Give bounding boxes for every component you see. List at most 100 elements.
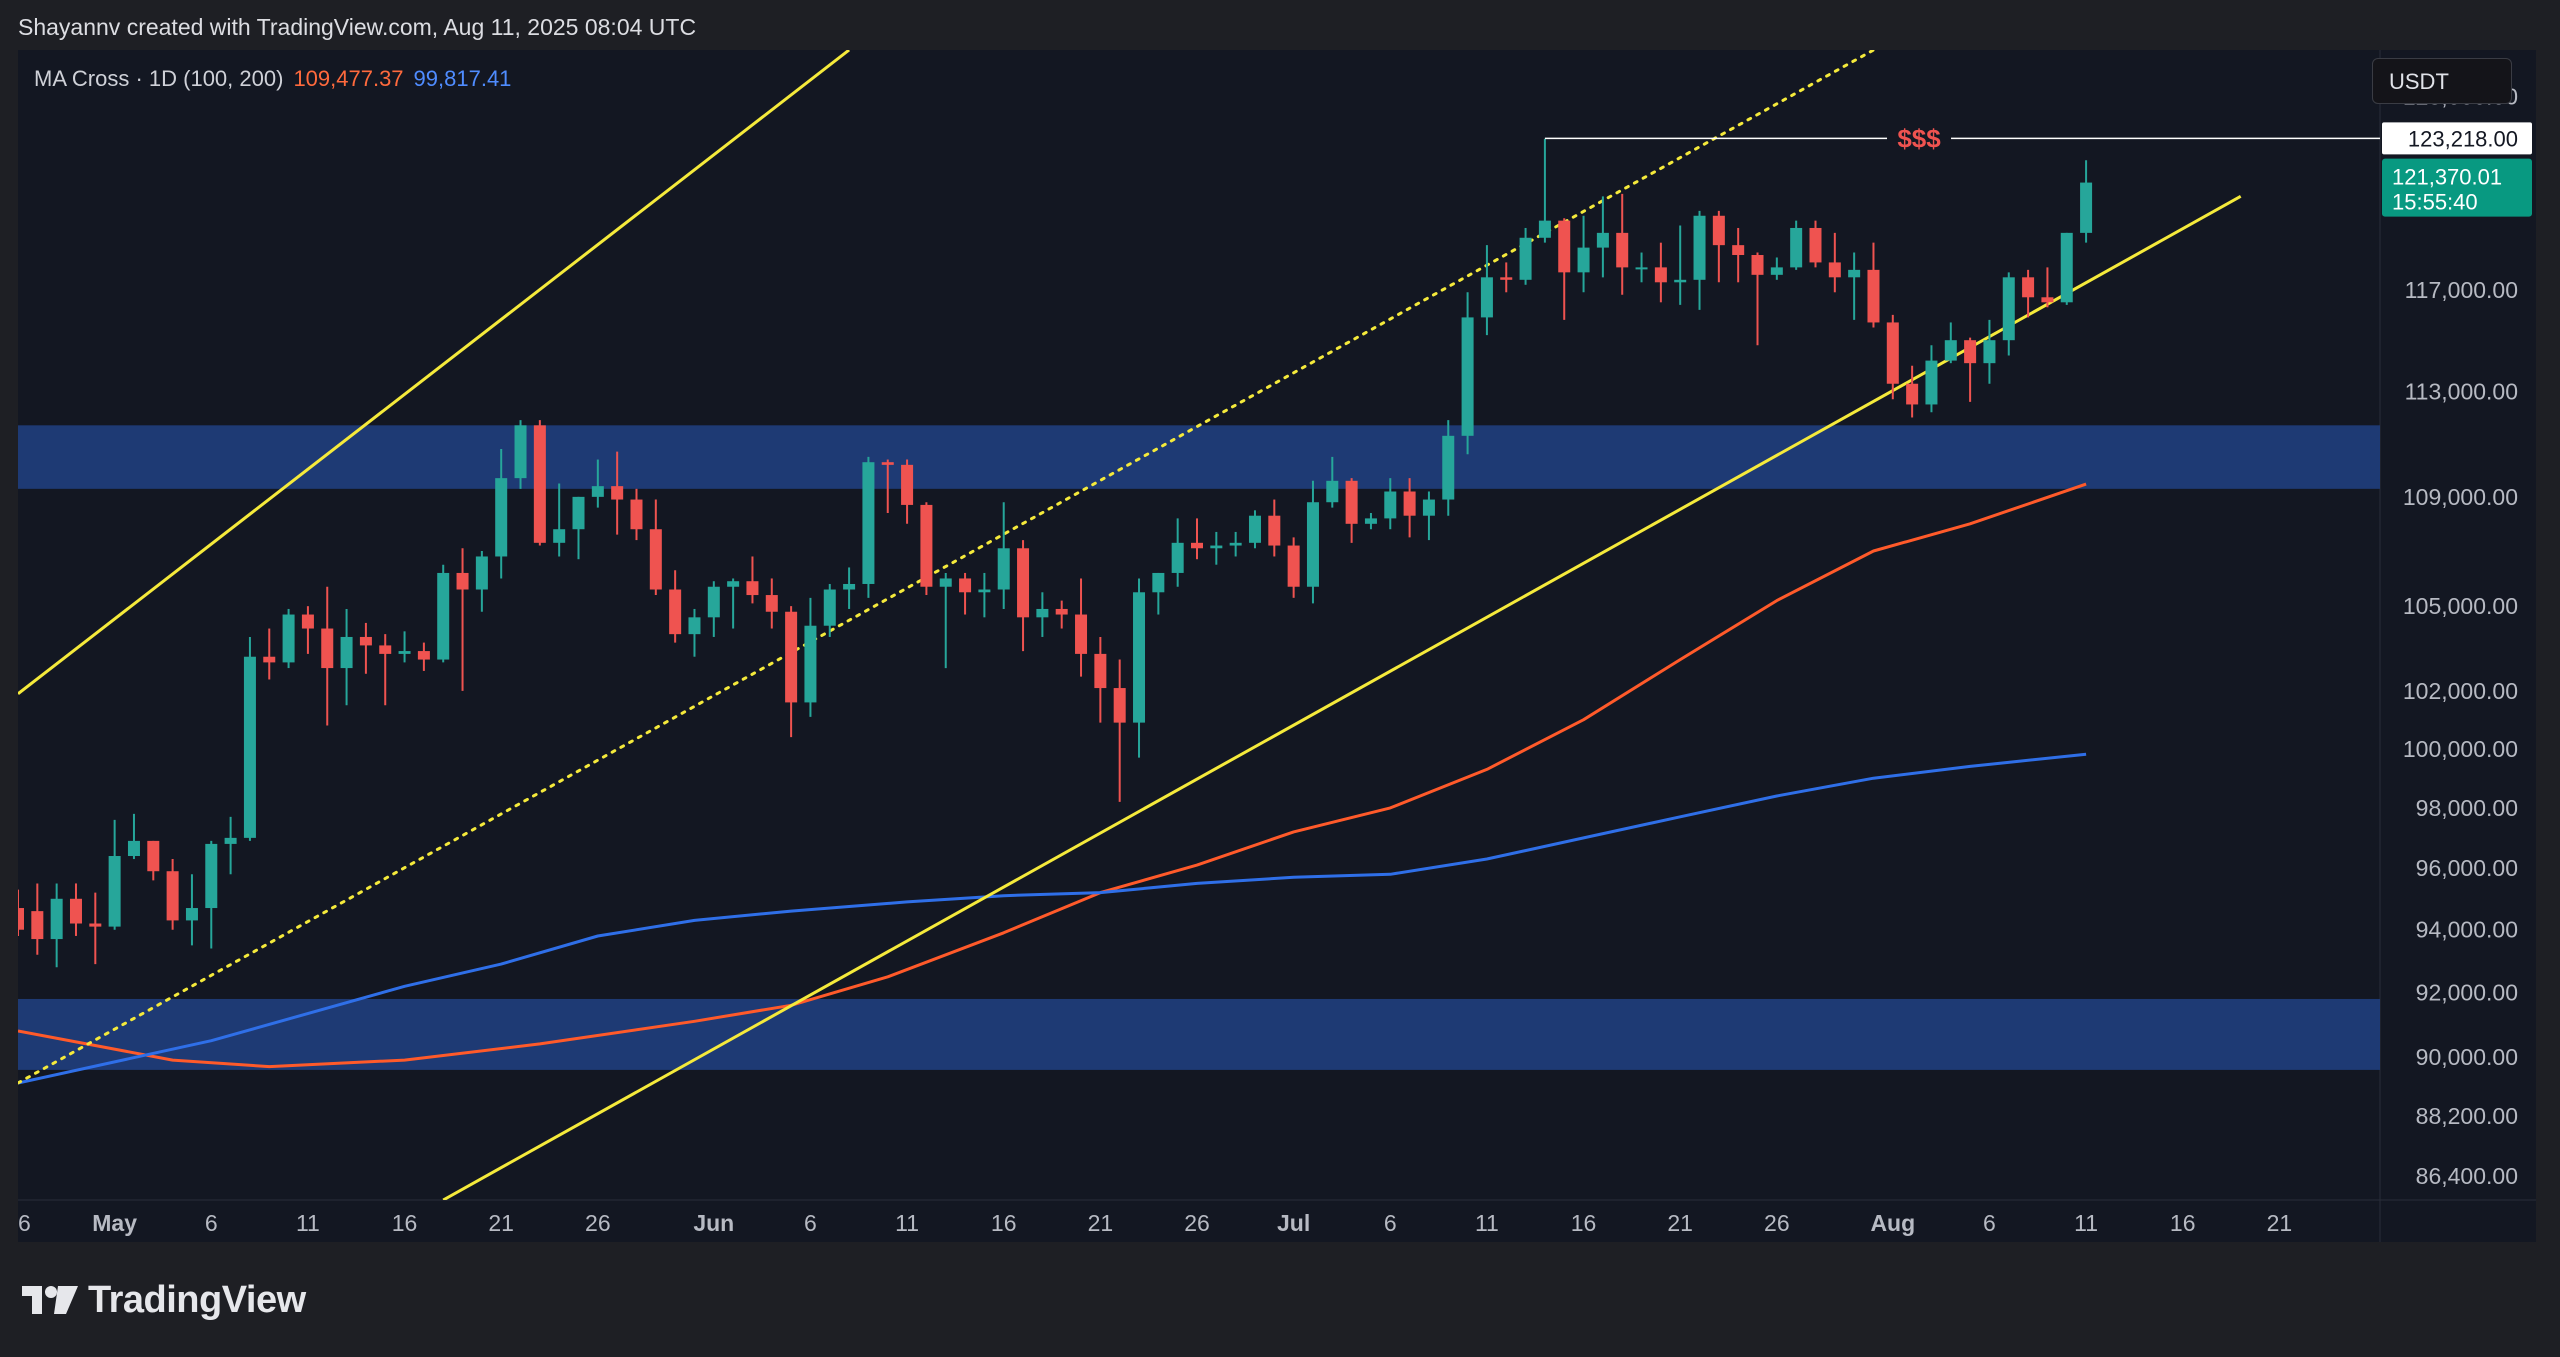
bearish-candle xyxy=(1732,227,1745,283)
ma200-value: 99,817.41 xyxy=(413,66,512,91)
candle-body xyxy=(997,548,1010,590)
price-tick-label: 94,000.00 xyxy=(2416,917,2518,943)
currency-selector[interactable]: USDT xyxy=(2372,58,2512,104)
time-tick-label: May xyxy=(92,1210,137,1236)
candle-body xyxy=(1538,220,1551,238)
candle-body xyxy=(707,586,720,618)
time-tick-label: 16 xyxy=(392,1210,418,1236)
bearish-candle xyxy=(533,420,546,546)
bearish-candle xyxy=(1906,365,1919,418)
bearish-candle xyxy=(301,606,314,654)
bullish-candle xyxy=(1944,322,1957,364)
candle-body xyxy=(1558,220,1571,273)
candle-body xyxy=(572,496,585,530)
candle-body xyxy=(340,636,353,669)
candlestick-chart[interactable]: $$$125,000.00117,000.00113,000.00109,000… xyxy=(18,50,2536,1242)
candle-body xyxy=(18,908,25,930)
candle-body xyxy=(1306,502,1319,587)
indicator-legend[interactable]: MA Cross · 1D (100, 200) 109,477.37 99,817… xyxy=(34,66,511,92)
candle-body xyxy=(359,636,372,646)
candle-body xyxy=(514,425,527,479)
candle-body xyxy=(1906,383,1919,405)
bullish-candle xyxy=(1790,220,1803,270)
bullish-candle xyxy=(804,597,817,717)
chart-panel[interactable]: $$$125,000.00117,000.00113,000.00109,000… xyxy=(18,50,2536,1242)
bullish-candle xyxy=(862,456,875,598)
price-tick-label: 90,000.00 xyxy=(2416,1044,2518,1070)
bullish-candle xyxy=(823,583,836,637)
bullish-candle xyxy=(1770,257,1783,280)
bullish-candle xyxy=(2002,272,2015,356)
candle-body xyxy=(1519,237,1532,280)
candle-body xyxy=(321,628,334,669)
bearish-candle xyxy=(166,859,179,930)
bullish-candle xyxy=(495,448,508,579)
bullish-candle xyxy=(1635,252,1648,283)
bearish-candle xyxy=(379,634,392,706)
bearish-candle xyxy=(1113,659,1126,802)
bearish-candle xyxy=(1268,499,1281,557)
bearish-candle xyxy=(1287,537,1300,598)
bullish-candle xyxy=(1925,345,1938,413)
bullish-candle xyxy=(1384,478,1397,530)
candle-body xyxy=(804,625,817,703)
bearish-candle xyxy=(901,459,914,524)
bullish-candle xyxy=(727,578,740,629)
time-tick-label: 11 xyxy=(1475,1210,1499,1236)
bullish-candle xyxy=(1693,210,1706,310)
candle-body xyxy=(649,529,662,590)
indicator-label: MA Cross · 1D (100, 200) xyxy=(34,66,284,91)
bullish-candle xyxy=(1442,420,1455,516)
candle-body xyxy=(1094,653,1107,689)
candle-body xyxy=(1751,255,1764,275)
candle-body xyxy=(862,462,875,584)
tradingview-logo[interactable]: TradingView xyxy=(20,1272,306,1328)
ath-label: $$$ xyxy=(1897,123,1941,153)
candle-body xyxy=(881,462,894,465)
bullish-candle xyxy=(1152,572,1165,615)
candle-body xyxy=(1055,608,1068,615)
candle-body xyxy=(1925,360,1938,405)
bearish-candle xyxy=(359,622,372,674)
candle-body xyxy=(1480,277,1493,318)
candle-body xyxy=(553,529,566,543)
time-tick-label: 16 xyxy=(991,1210,1017,1236)
bearish-candle xyxy=(321,586,334,726)
bullish-candle xyxy=(939,572,952,669)
bearish-candle xyxy=(456,548,469,691)
time-tick-label: Jun xyxy=(693,1210,734,1236)
candle-body xyxy=(611,486,624,500)
bearish-candle xyxy=(630,488,643,541)
candle-body xyxy=(398,651,411,654)
bullish-candle xyxy=(591,459,604,508)
candle-body xyxy=(1442,435,1455,500)
bearish-candle xyxy=(69,883,82,936)
bullish-candle xyxy=(1596,196,1609,278)
time-tick-label: 11 xyxy=(895,1210,919,1236)
bearish-candle xyxy=(765,578,778,629)
bearish-candle xyxy=(2041,267,2054,308)
bearish-candle xyxy=(649,499,662,596)
candle-body xyxy=(1654,267,1667,283)
bearish-candle xyxy=(2022,269,2035,318)
bearish-candle xyxy=(1964,337,1977,402)
ma200-line xyxy=(18,752,2087,1085)
candle-body xyxy=(823,589,836,626)
bearish-candle xyxy=(1190,518,1204,560)
tradingview-brand-text: TradingView xyxy=(88,1278,306,1321)
time-tick-label: 6 xyxy=(1983,1210,1996,1236)
bearish-candle xyxy=(31,883,44,955)
price-tick-label: 100,000.00 xyxy=(2403,736,2518,762)
bullish-candle xyxy=(243,636,256,841)
bearish-candle xyxy=(1654,242,1667,303)
candle-body xyxy=(2002,277,2015,341)
time-tick-label: 16 xyxy=(1571,1210,1597,1236)
candle-body xyxy=(669,589,682,635)
candle-body xyxy=(108,856,121,927)
time-tick-label: 21 xyxy=(1088,1210,1114,1236)
candle-body xyxy=(1133,592,1146,723)
last-price-box xyxy=(2382,158,2532,217)
candle-body xyxy=(69,898,82,924)
candle-body xyxy=(1596,232,1609,248)
bearish-candle xyxy=(147,840,160,881)
